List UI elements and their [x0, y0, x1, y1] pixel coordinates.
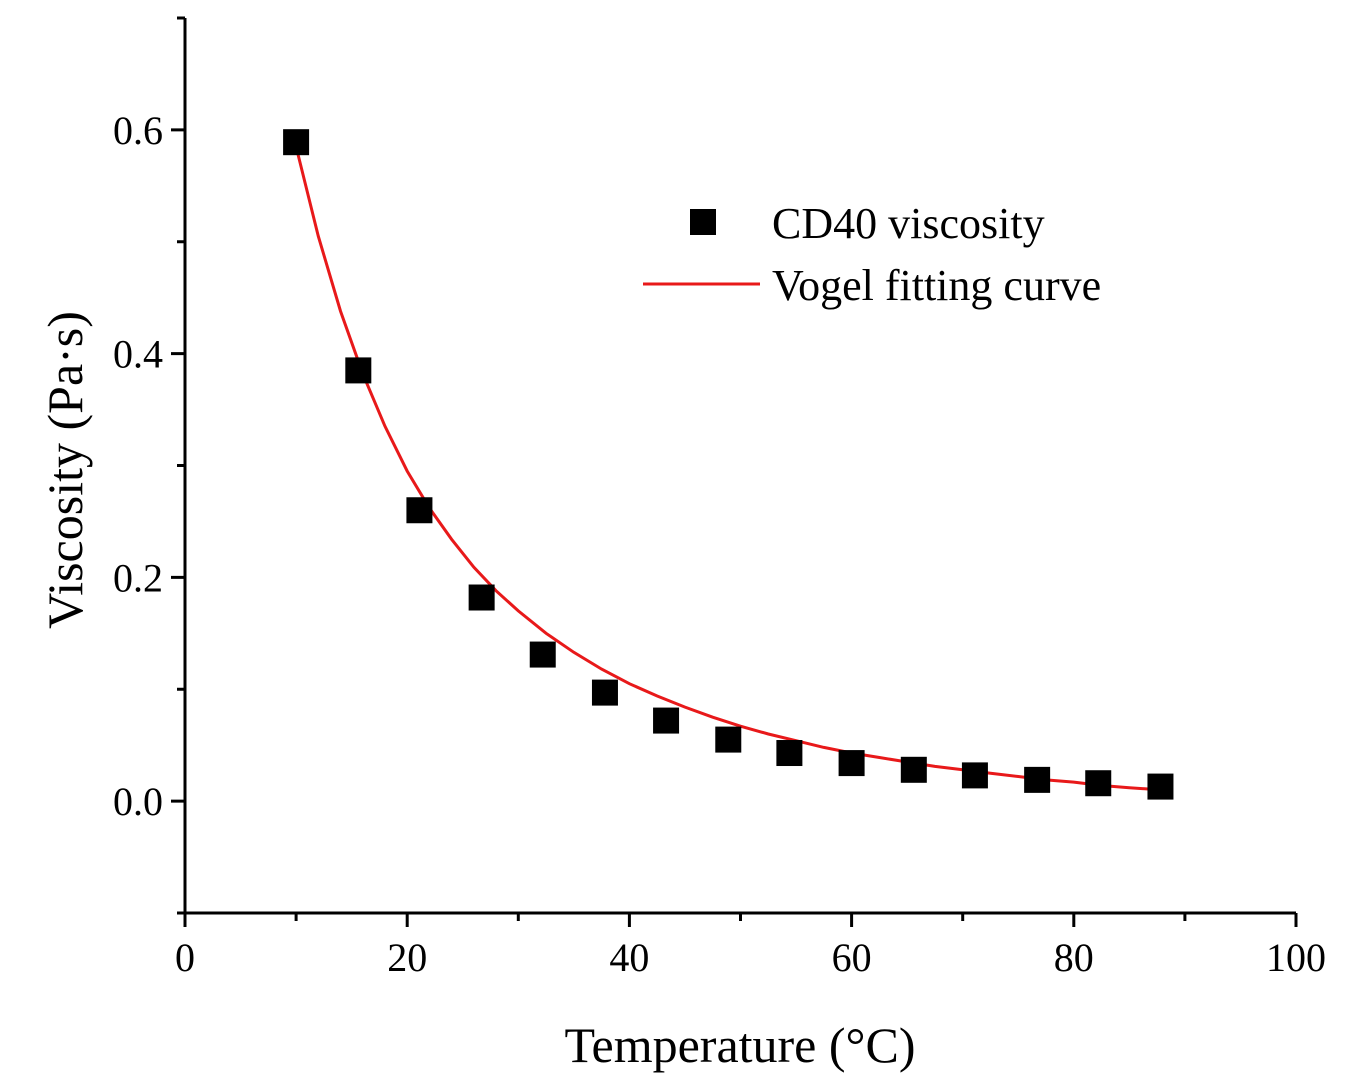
- data-point: [468, 584, 495, 611]
- y-tick-label: 0.0: [113, 779, 163, 824]
- data-point: [961, 762, 988, 789]
- data-point: [653, 707, 680, 734]
- legend-label: Vogel fitting curve: [772, 261, 1101, 310]
- y-tick-label: 0.4: [113, 332, 163, 377]
- data-point: [1147, 773, 1174, 800]
- data-point: [1085, 770, 1112, 797]
- x-axis-title: Temperature (°C): [564, 1017, 915, 1073]
- x-tick-label: 40: [609, 935, 649, 980]
- data-point: [715, 726, 742, 753]
- plot-area: [183, 18, 1296, 915]
- data-point: [900, 756, 927, 783]
- legend-marker-square: [690, 209, 716, 235]
- data-point: [776, 740, 803, 767]
- y-axis-title: Viscosity (Pa·s): [37, 311, 93, 629]
- data-point: [838, 750, 865, 777]
- data-point: [345, 357, 372, 384]
- data-point: [529, 641, 556, 668]
- x-tick-label: 60: [832, 935, 872, 980]
- x-axis: 0 20 40 60 80 100: [175, 913, 1326, 980]
- x-tick-label: 20: [387, 935, 427, 980]
- data-point: [406, 497, 433, 524]
- y-tick-label: 0.2: [113, 555, 163, 600]
- data-point: [283, 129, 310, 156]
- data-point: [591, 679, 618, 706]
- x-tick-label: 100: [1266, 935, 1326, 980]
- y-tick-label: 0.6: [113, 108, 163, 153]
- vogel-fit-line: [294, 146, 1161, 792]
- data-point: [1024, 766, 1051, 793]
- y-axis: 0.0 0.2 0.4 0.6: [113, 16, 185, 915]
- legend-label: CD40 viscosity: [772, 199, 1045, 248]
- x-tick-label: 0: [175, 935, 195, 980]
- x-tick-label: 80: [1054, 935, 1094, 980]
- series-layer: [283, 129, 1174, 800]
- legend: CD40 viscosity Vogel fitting curve: [643, 199, 1101, 310]
